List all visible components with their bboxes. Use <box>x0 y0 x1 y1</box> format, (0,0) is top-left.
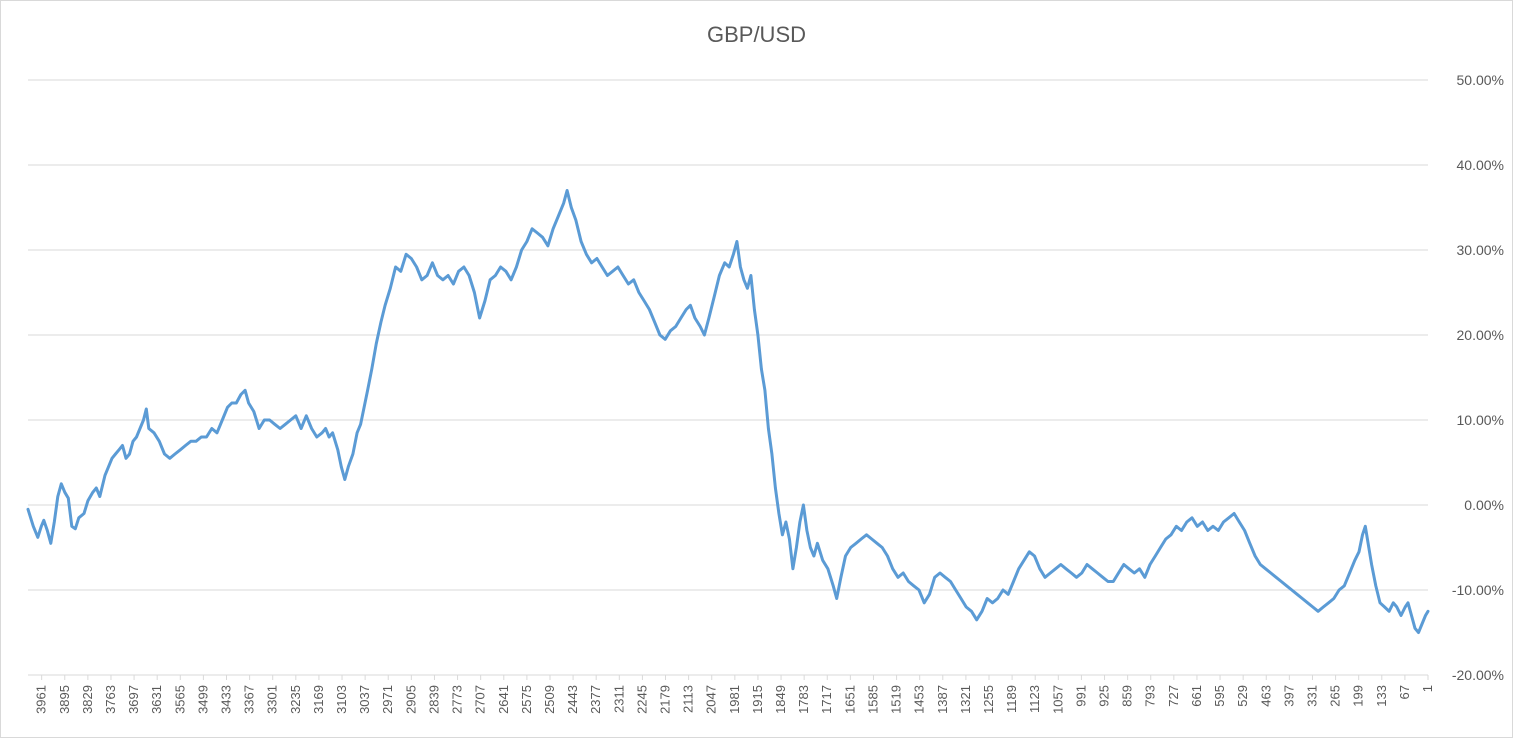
x-tick-label: 529 <box>1235 685 1250 707</box>
x-tick-label: 1849 <box>773 685 788 714</box>
x-tick-label: 1981 <box>727 685 742 714</box>
x-tick-label: 1 <box>1420 685 1435 692</box>
x-tick-label: 199 <box>1351 685 1366 707</box>
y-tick-label: 30.00% <box>1457 242 1504 258</box>
x-tick-label: 3301 <box>265 685 280 714</box>
x-tick-label: 1585 <box>865 685 880 714</box>
x-tick-label: 3829 <box>80 685 95 714</box>
x-tick-label: 331 <box>1304 685 1319 707</box>
y-tick-label: -20.00% <box>1452 667 1504 683</box>
x-tick-label: 2377 <box>588 685 603 714</box>
x-tick-label: 2839 <box>426 685 441 714</box>
x-tick-label: 1321 <box>958 685 973 714</box>
x-tick-label: 2971 <box>380 685 395 714</box>
x-tick-label: 1453 <box>912 685 927 714</box>
x-tick-label: 793 <box>1143 685 1158 707</box>
x-tick-label: 3433 <box>218 685 233 714</box>
x-tick-label: 2311 <box>611 685 626 713</box>
x-tick-label: 727 <box>1166 685 1181 707</box>
y-axis-tick-labels: 50.00% 40.00% 30.00% 20.00% 10.00% 0.00% -10.0… <box>1452 72 1504 683</box>
y-tick-label: 20.00% <box>1457 327 1504 343</box>
x-tick-label: 3763 <box>103 685 118 714</box>
x-tick-label: 1387 <box>935 685 950 714</box>
x-tick-label: 2905 <box>403 685 418 714</box>
x-tick-label: 1717 <box>819 685 834 714</box>
x-tick-label: 133 <box>1374 685 1389 707</box>
x-tick-label: 3565 <box>172 685 187 714</box>
y-tick-label: 10.00% <box>1457 412 1504 428</box>
x-tick-label: 2641 <box>496 685 511 714</box>
x-tick-label: 1651 <box>842 685 857 714</box>
x-tick-label: 3631 <box>149 685 164 714</box>
x-tick-label: 2443 <box>565 685 580 714</box>
x-tick-label: 1189 <box>1004 685 1019 713</box>
x-tick-label: 265 <box>1328 685 1343 707</box>
x-tick-label: 1057 <box>1050 685 1065 714</box>
x-tick-label: 3103 <box>334 685 349 714</box>
x-tick-label: 3961 <box>34 685 49 714</box>
x-tick-label: 3499 <box>195 685 210 714</box>
y-tick-label: 0.00% <box>1464 497 1504 513</box>
y-tick-label: 50.00% <box>1457 72 1504 88</box>
x-tick-label: 2509 <box>542 685 557 714</box>
x-tick-label: 1519 <box>889 685 904 714</box>
chart-title: GBP/USD <box>706 22 807 47</box>
x-tick-label: 3895 <box>57 685 72 714</box>
x-axis-tick-labels: 3961 3895 3829 3763 3697 3631 3565 3499 3433 3367… <box>34 675 1435 714</box>
x-tick-label: 463 <box>1258 685 1273 707</box>
x-tick-label: 1123 <box>1027 685 1042 713</box>
x-tick-label: 925 <box>1097 685 1112 707</box>
x-tick-label: 595 <box>1212 685 1227 707</box>
y-tick-label: 40.00% <box>1457 157 1504 173</box>
gbp-usd-series-line <box>26 189 1430 634</box>
x-tick-label: 2245 <box>634 685 649 714</box>
x-tick-label: 2773 <box>450 685 465 714</box>
gridlines <box>28 79 1428 676</box>
x-tick-label: 661 <box>1189 685 1204 707</box>
x-tick-label: 67 <box>1397 685 1412 699</box>
x-tick-label: 3169 <box>311 685 326 714</box>
x-tick-label: 2707 <box>473 685 488 714</box>
y-tick-label: -10.00% <box>1452 582 1504 598</box>
x-tick-label: 859 <box>1120 685 1135 707</box>
x-tick-label: 3235 <box>288 685 303 714</box>
x-tick-label: 991 <box>1073 685 1088 707</box>
x-tick-label: 3037 <box>357 685 372 714</box>
x-tick-label: 3697 <box>126 685 141 714</box>
x-tick-label: 1783 <box>796 685 811 714</box>
x-tick-label: 2179 <box>658 685 673 714</box>
x-tick-label: 1915 <box>750 685 765 714</box>
x-tick-label: 2113 <box>681 685 696 713</box>
x-tick-label: 397 <box>1281 685 1296 707</box>
x-tick-label: 2575 <box>519 685 534 714</box>
x-tick-label: 2047 <box>704 685 719 714</box>
x-tick-label: 3367 <box>242 685 257 714</box>
x-tick-label: 1255 <box>981 685 996 714</box>
